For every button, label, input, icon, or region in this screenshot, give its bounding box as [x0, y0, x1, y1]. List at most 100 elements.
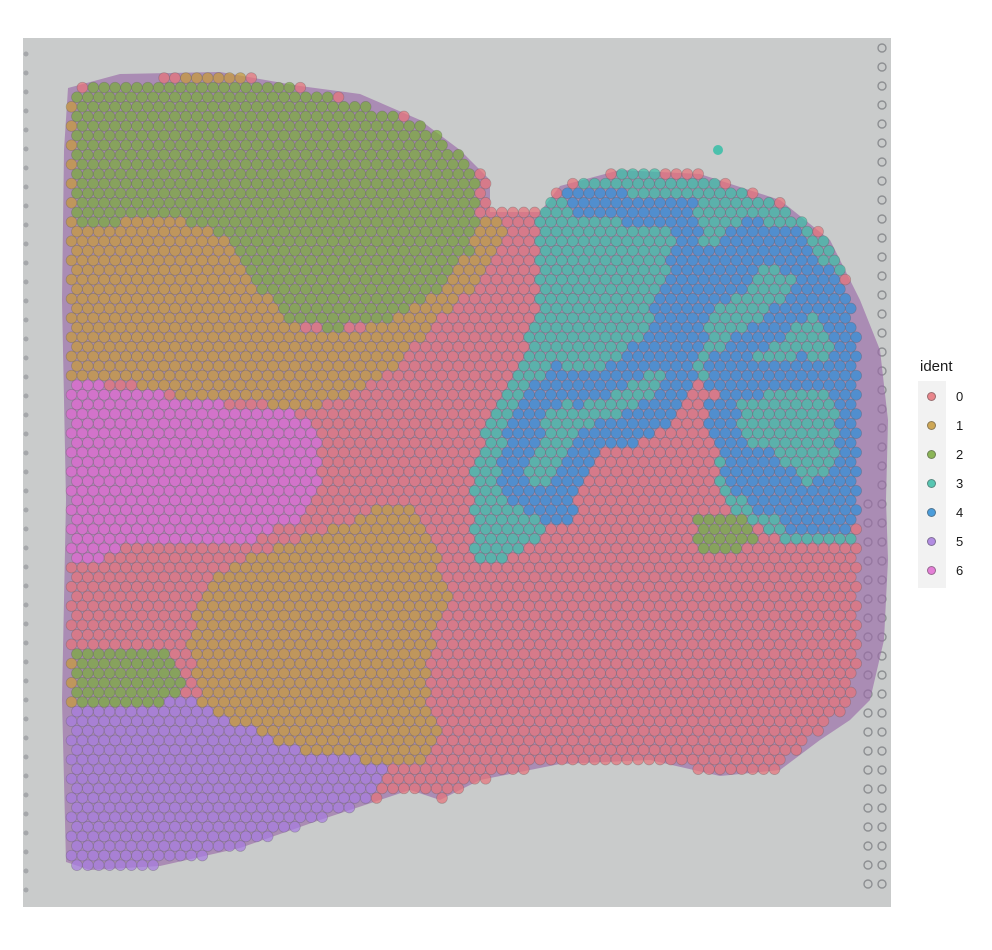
spot-cluster-1 [398, 571, 410, 583]
spot-cluster-0 [790, 686, 803, 699]
spot-cluster-1 [283, 715, 296, 727]
spot-cluster-4 [795, 350, 808, 363]
spot-cluster-0 [185, 561, 198, 574]
spot-cluster-6 [174, 504, 187, 516]
spot-cluster-3 [790, 437, 803, 449]
spot-cluster-0 [627, 533, 639, 545]
spot-cluster-2 [392, 254, 405, 267]
spot-cluster-1 [316, 369, 328, 382]
spot-cluster-2 [359, 293, 372, 305]
spot-cluster-5 [343, 782, 356, 795]
spot-cluster-5 [152, 773, 165, 785]
spot-cluster-0 [686, 485, 699, 497]
spot-cluster-1 [343, 609, 356, 622]
fiducial-dot [23, 431, 29, 437]
spot-cluster-2 [142, 120, 154, 132]
spot-cluster-4 [719, 446, 732, 459]
spot-cluster-0 [637, 648, 650, 660]
spot-cluster-0 [387, 437, 399, 449]
spot-cluster-0 [419, 398, 432, 411]
spot-cluster-1 [409, 725, 421, 737]
spot-cluster-0 [114, 552, 127, 564]
spot-cluster-0 [632, 715, 644, 727]
spot-cluster-0 [703, 725, 715, 737]
spot-cluster-4 [648, 206, 661, 219]
spot-cluster-4 [845, 379, 857, 391]
spot-cluster-6 [142, 523, 154, 535]
spot-cluster-2 [201, 168, 214, 180]
spot-cluster-5 [136, 705, 149, 718]
spot-cluster-0 [452, 648, 465, 660]
spot-cluster-2 [338, 235, 350, 247]
spot-cluster-3 [703, 187, 715, 199]
spot-cluster-0 [490, 369, 503, 382]
spot-cluster-0 [561, 648, 574, 660]
spot-cluster-2 [272, 235, 285, 247]
spot-cluster-1 [142, 293, 154, 305]
spot-cluster-0 [686, 600, 699, 612]
spot-cluster-2 [120, 101, 132, 113]
spot-cluster-3 [588, 235, 601, 247]
spot-cluster-2 [305, 197, 317, 209]
spot-cluster-4 [659, 398, 672, 411]
spot-cluster-2 [185, 216, 198, 228]
spot-cluster-4 [763, 254, 775, 267]
spot-cluster-2 [305, 158, 317, 171]
spot-cluster-0 [131, 638, 143, 651]
spot-cluster-0 [681, 456, 694, 468]
spot-cluster-2 [310, 225, 323, 238]
spot-cluster-0 [572, 629, 585, 641]
spot-cluster-0 [599, 638, 612, 651]
spot-cluster-0 [594, 705, 606, 718]
spot-cluster-5 [223, 782, 236, 795]
spot-cluster-0 [763, 638, 775, 651]
spot-cluster-4 [725, 245, 737, 257]
spot-cluster-6 [196, 485, 209, 497]
spot-cluster-2 [185, 158, 198, 171]
spot-cluster-2 [414, 254, 426, 267]
spot-cluster-1 [289, 398, 301, 411]
spot-cluster-0 [496, 609, 508, 622]
spot-cluster-4 [757, 360, 770, 372]
spot-cluster-0 [223, 398, 236, 411]
spot-cluster-0 [196, 542, 209, 555]
spot-cluster-4 [681, 283, 694, 295]
spot-cluster-0 [518, 283, 530, 295]
spot-cluster-3 [588, 273, 601, 286]
spot-cluster-0 [283, 523, 296, 535]
spot-cluster-0 [801, 571, 813, 583]
spot-cluster-1 [76, 369, 89, 382]
spot-cluster-1 [343, 552, 356, 564]
spot-cluster-0 [703, 571, 715, 583]
spot-cluster-5 [251, 811, 263, 823]
spot-cluster-0 [676, 542, 688, 555]
spot-cluster-5 [300, 782, 312, 795]
spot-cluster-0 [676, 504, 688, 516]
spot-cluster-1 [191, 321, 203, 334]
spot-cluster-0 [768, 667, 781, 679]
spot-cluster-0 [430, 437, 443, 449]
spot-cluster-0 [736, 725, 748, 737]
spot-cluster-6 [109, 542, 121, 555]
spot-cluster-0 [621, 581, 634, 593]
spot-cluster-2 [251, 197, 263, 209]
spot-cluster-1 [65, 120, 78, 132]
spot-cluster-0 [583, 686, 595, 699]
spot-cluster-1 [245, 686, 258, 699]
spot-cluster-0 [746, 725, 759, 737]
spot-cluster-1 [174, 350, 187, 363]
spot-cluster-5 [98, 811, 110, 823]
spot-cluster-1 [223, 379, 236, 391]
spot-cluster-3 [823, 417, 835, 430]
spot-cluster-0 [419, 360, 432, 372]
spot-cluster-3 [572, 225, 585, 238]
spot-cluster-4 [605, 379, 617, 391]
spot-cluster-4 [577, 197, 590, 209]
spot-cluster-1 [321, 341, 334, 353]
spot-cluster-2 [245, 187, 258, 199]
spot-cluster-6 [98, 446, 110, 459]
spot-cluster-2 [185, 139, 198, 151]
spot-cluster-4 [757, 379, 770, 391]
spot-cluster-0 [763, 561, 775, 574]
spot-cluster-0 [441, 417, 454, 430]
